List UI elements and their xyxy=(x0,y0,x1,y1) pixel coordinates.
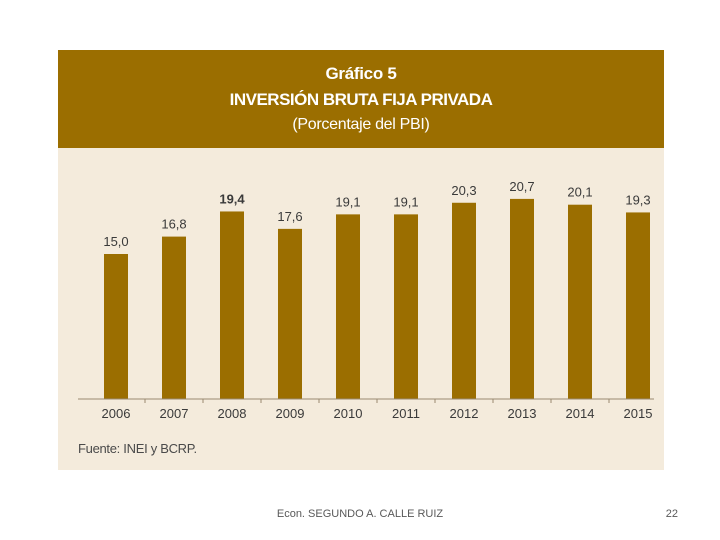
bar-2013 xyxy=(510,198,534,399)
x-tick-label-2015: 2015 xyxy=(624,406,653,421)
x-axis-ticks: 2006 2007 2008 2009 2010 2011 2012 2013 2014 2015 xyxy=(102,399,653,421)
footer-author: Econ. SEGUNDO A. CALLE RUIZ xyxy=(276,508,444,520)
bar-2011 xyxy=(394,214,418,399)
bar-2007 xyxy=(162,236,186,399)
data-label-2006: 15,0 xyxy=(103,234,128,249)
chart-subtitle: (Porcentaje del PBI) xyxy=(292,116,430,133)
x-tick-label-2007: 2007 xyxy=(160,406,189,421)
bar-2008 xyxy=(220,211,244,399)
bar-2010 xyxy=(336,214,360,399)
x-tick-label-2013: 2013 xyxy=(508,406,537,421)
data-label-2013: 20,7 xyxy=(509,179,534,194)
data-label-2007: 16,8 xyxy=(161,217,186,232)
bars-group: 15,0 16,8 19,4 17,6 19,1 19,1 20,3 20,7 20,1 19,3 xyxy=(103,179,651,399)
x-tick-label-2009: 2009 xyxy=(276,406,305,421)
data-label-2008: 19,4 xyxy=(219,191,245,206)
bar-2006 xyxy=(104,254,128,399)
x-tick-label-2014: 2014 xyxy=(566,406,595,421)
data-label-2009: 17,6 xyxy=(277,209,302,224)
chart-figure: Gráfico 5 INVERSIÓN BRUTA FIJA PRIVADA (… xyxy=(58,50,664,470)
x-tick-label-2010: 2010 xyxy=(334,406,363,421)
chart-source: Fuente: INEI y BCRP. xyxy=(78,441,197,456)
bar-chart: 15,0 16,8 19,4 17,6 19,1 19,1 20,3 20,7 20,1 19,3… xyxy=(78,179,654,421)
x-tick-label-2006: 2006 xyxy=(102,406,131,421)
chart-header: Gráfico 5 INVERSIÓN BRUTA FIJA PRIVADA (… xyxy=(58,50,664,148)
data-label-2012: 20,3 xyxy=(451,183,476,198)
bar-2009 xyxy=(278,228,302,399)
x-tick-label-2008: 2008 xyxy=(218,406,247,421)
page-number: 22 xyxy=(665,508,678,520)
x-tick-label-2012: 2012 xyxy=(450,406,479,421)
data-label-2015: 19,3 xyxy=(625,192,650,207)
chart-title: INVERSIÓN BRUTA FIJA PRIVADA xyxy=(229,90,493,109)
bar-2015 xyxy=(626,212,650,399)
data-label-2011: 19,1 xyxy=(393,194,418,209)
data-label-2014: 20,1 xyxy=(567,185,592,200)
bar-2012 xyxy=(452,202,476,399)
bar-2014 xyxy=(568,204,592,399)
chart-figure-label: Gráfico 5 xyxy=(325,64,397,83)
data-label-2010: 19,1 xyxy=(335,194,360,209)
x-tick-label-2011: 2011 xyxy=(392,406,420,421)
